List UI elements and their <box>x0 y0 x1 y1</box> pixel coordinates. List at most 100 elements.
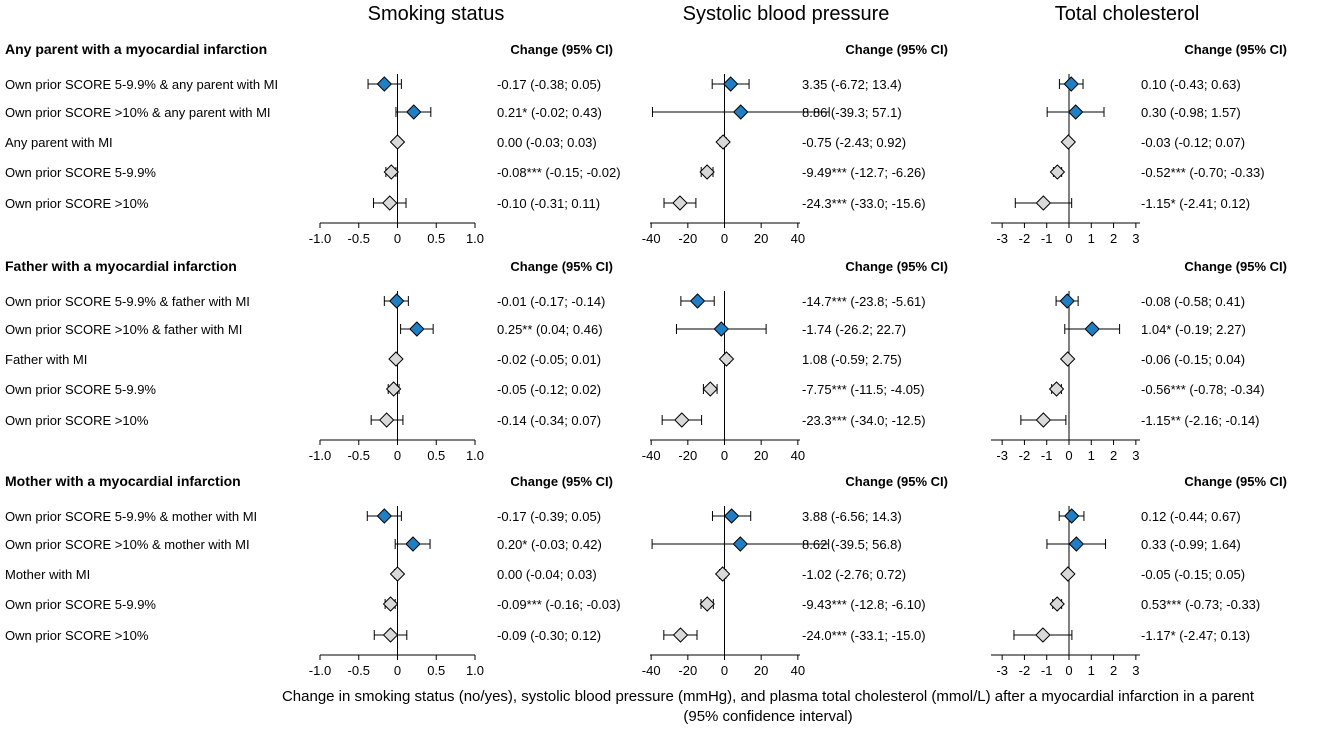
section-title: Any parent with a myocardial infarction <box>5 41 267 57</box>
ci-value: 0.12 (-0.44; 0.67) <box>1141 509 1241 524</box>
ci-value: -24.3*** (-33.0; -15.6) <box>802 196 926 211</box>
x-tick-label: 1.0 <box>466 231 484 246</box>
section-3: Mother with a myocardial infarction Chang… <box>5 473 1287 678</box>
estimate-diamond-icon <box>405 536 421 552</box>
estimate-diamond-icon <box>1035 412 1052 428</box>
estimate-diamond-icon <box>699 596 715 612</box>
x-tick-label: 3 <box>1132 231 1139 246</box>
panel-title-smoking: Smoking status <box>368 3 505 25</box>
row-label: Own prior SCORE 5-9.9% & mother with MI <box>5 509 257 524</box>
estimate-diamond-icon <box>1060 134 1077 150</box>
x-tick-label: 20 <box>754 231 768 246</box>
x-tick-label: -3 <box>996 448 1008 463</box>
panel-2-plot: -40 -20 0 20 40 <box>642 74 830 246</box>
section-2: Father with a myocardial infarction Chang… <box>5 258 1287 463</box>
row-label: Own prior SCORE >10% & father with MI <box>5 322 242 337</box>
estimate-diamond-icon <box>388 351 404 367</box>
ci-value: 8.86 (-39.3; 57.1) <box>802 105 902 120</box>
row-label: Father with MI <box>5 352 87 367</box>
x-tick-label: -1 <box>1041 448 1053 463</box>
ci-value: -0.08*** (-0.15; -0.02) <box>497 165 621 180</box>
ci-value: -1.74 (-26.2; 22.7) <box>802 322 906 337</box>
estimate-diamond-icon <box>672 627 689 643</box>
panel-3-plot: -3 -2 -1 0 1 2 3 <box>991 506 1140 678</box>
estimate-diamond-icon <box>674 412 690 428</box>
panel-title-cholesterol: Total cholesterol <box>1055 3 1200 25</box>
estimate-diamond-icon <box>1084 321 1100 337</box>
x-tick-label: -3 <box>996 663 1008 678</box>
panel-3-plot: -3 -2 -1 0 1 2 3 <box>991 291 1140 463</box>
ci-header: Change (95% CI) <box>1184 259 1287 274</box>
row-label: Own prior SCORE >10% <box>5 628 149 643</box>
ci-value: -9.43*** (-12.8; -6.10) <box>802 597 926 612</box>
ci-value: -0.52*** (-0.70; -0.33) <box>1141 165 1265 180</box>
x-tick-label: 40 <box>791 231 805 246</box>
estimate-diamond-icon <box>1049 164 1066 180</box>
x-tick-label: 1 <box>1088 663 1095 678</box>
section-title: Mother with a myocardial infarction <box>5 473 241 489</box>
estimate-diamond-icon <box>1068 536 1085 552</box>
x-tick-label: -1.0 <box>309 231 331 246</box>
estimate-diamond-icon <box>1049 596 1065 612</box>
ci-value: -0.06 (-0.15; 0.04) <box>1141 352 1245 367</box>
x-tick-label: -20 <box>678 663 697 678</box>
panel-2-plot: -40 -20 0 20 40 <box>642 506 830 678</box>
x-tick-label: 20 <box>754 448 768 463</box>
ci-value: -0.10 (-0.31; 0.11) <box>497 196 600 211</box>
row-label: Own prior SCORE 5-9.9% <box>5 165 156 180</box>
ci-value: 0.53*** (-0.73; -0.33) <box>1141 597 1260 612</box>
row-label: Mother with MI <box>5 567 90 582</box>
x-tick-label: 0 <box>721 663 728 678</box>
estimate-diamond-icon <box>1035 627 1051 643</box>
ci-value: 0.00 (-0.03; 0.03) <box>497 135 597 150</box>
ci-value: 3.88 (-6.56; 14.3) <box>802 509 902 524</box>
ci-value: 3.35 (-6.72; 13.4) <box>802 77 902 92</box>
section-1: Any parent with a myocardial infarction C… <box>5 41 1287 246</box>
x-tick-label: 2 <box>1110 231 1117 246</box>
x-tick-label: -40 <box>642 663 661 678</box>
estimate-diamond-icon <box>382 195 398 211</box>
row-label: Own prior SCORE 5-9.9% <box>5 597 156 612</box>
x-tick-label: -0.5 <box>348 663 370 678</box>
ci-value: -1.15** (-2.16; -0.14) <box>1141 413 1260 428</box>
ci-value: 0.20* (-0.03; 0.42) <box>497 537 602 552</box>
row-label: Any parent with MI <box>5 135 113 150</box>
caption-line-2: (95% confidence interval) <box>683 708 852 725</box>
estimate-diamond-icon <box>389 293 405 309</box>
ci-value: 0.21* (-0.02; 0.43) <box>497 105 602 120</box>
x-tick-label: -20 <box>678 231 697 246</box>
ci-header: Change (95% CI) <box>845 259 948 274</box>
ci-header: Change (95% CI) <box>1184 42 1287 57</box>
x-tick-label: 3 <box>1132 663 1139 678</box>
x-tick-label: 3 <box>1132 448 1139 463</box>
estimate-diamond-icon <box>382 596 399 612</box>
ci-value: -9.49*** (-12.7; -6.26) <box>802 165 926 180</box>
ci-value: 0.00 (-0.04; 0.03) <box>497 567 597 582</box>
ci-value: -0.56*** (-0.78; -0.34) <box>1141 382 1265 397</box>
row-label: Own prior SCORE 5-9.9% & any parent with… <box>5 77 278 92</box>
estimate-diamond-icon <box>1063 508 1080 524</box>
estimate-diamond-icon <box>733 104 749 120</box>
x-tick-label: -2 <box>1019 231 1031 246</box>
x-tick-label: -1 <box>1041 663 1053 678</box>
estimate-diamond-icon <box>713 321 730 337</box>
x-tick-label: 40 <box>791 663 805 678</box>
panel-1-plot: -1.0 -0.5 0 0.5 1.0 <box>309 74 484 246</box>
ci-value: -0.09*** (-0.16; -0.03) <box>497 597 621 612</box>
estimate-diamond-icon <box>1067 104 1084 120</box>
estimate-diamond-icon <box>672 195 688 211</box>
ci-value: 8.62 (-39.5; 56.8) <box>802 537 902 552</box>
estimate-diamond-icon <box>376 76 393 92</box>
x-tick-label: -40 <box>642 448 661 463</box>
ci-value: -24.0*** (-33.1; -15.0) <box>802 628 926 643</box>
ci-header: Change (95% CI) <box>845 474 948 489</box>
x-tick-label: 20 <box>754 663 768 678</box>
x-tick-label: 1 <box>1088 448 1095 463</box>
estimate-diamond-icon <box>702 381 718 397</box>
estimate-diamond-icon <box>732 536 749 552</box>
ci-value: -0.08 (-0.58; 0.41) <box>1141 294 1245 309</box>
row-label: Own prior SCORE >10% & mother with MI <box>5 537 250 552</box>
x-tick-label: 40 <box>791 448 805 463</box>
estimate-diamond-icon <box>689 293 706 309</box>
